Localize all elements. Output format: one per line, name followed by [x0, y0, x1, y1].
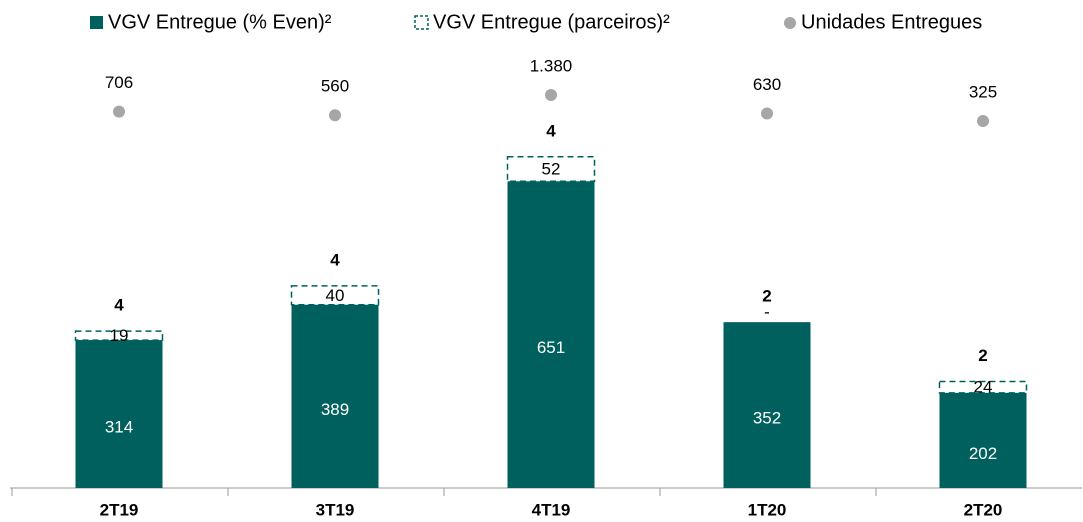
bar-top-label: 4: [114, 296, 124, 315]
unit-label: 706: [105, 73, 133, 92]
unit-dot: [329, 109, 341, 122]
bar-top-label: 4: [330, 250, 340, 269]
bar: [723, 322, 811, 488]
partner-value-label: -: [764, 303, 770, 322]
bar-value-label: 389: [321, 400, 349, 419]
unit-label: 560: [321, 77, 349, 96]
partner-value-label: 40: [326, 286, 345, 305]
bar-value-label: 352: [753, 409, 781, 428]
unit-dot: [545, 89, 557, 101]
x-tick-label: 2T20: [964, 500, 1003, 519]
legend-marker: [414, 15, 429, 30]
partner-value-label: 19: [110, 326, 129, 345]
bar-top-label: 4: [546, 121, 556, 140]
bar-value-label: 651: [537, 338, 565, 357]
legend-label: VGV Entregue (% Even)²: [108, 11, 332, 33]
partner-bar: [74, 330, 164, 341]
bar-value-label: 314: [105, 418, 133, 437]
x-tick-label: 3T19: [316, 500, 355, 519]
bar: [507, 181, 595, 488]
bar-top-label: 2: [762, 287, 771, 306]
legend-label: Unidades Entregues: [801, 11, 982, 33]
bar-value-label: 202: [969, 444, 997, 463]
legend-label: VGV Entregue (parceiros)²: [433, 11, 670, 33]
legend-marker: [784, 17, 796, 29]
partner-value-label: 52: [542, 160, 561, 179]
unit-dot: [113, 105, 125, 118]
partner-bar: [938, 380, 1028, 394]
partner-value-label: 24: [974, 378, 993, 397]
x-tick-label: 2T19: [100, 500, 139, 519]
bar: [291, 304, 379, 488]
unit-dot: [761, 107, 773, 120]
x-tick-label: 4T19: [532, 500, 571, 519]
bar: [75, 340, 163, 488]
unit-label: 1.380: [530, 56, 573, 75]
legend-marker: [90, 16, 103, 29]
partner-bar: [506, 156, 596, 183]
partner-bar: [290, 285, 380, 306]
unit-dot: [977, 115, 989, 127]
unit-label: 325: [969, 82, 997, 101]
bar-top-label: 2: [978, 346, 987, 365]
unit-label: 630: [753, 75, 781, 94]
x-tick-label: 1T20: [748, 500, 787, 519]
bar: [939, 392, 1027, 488]
